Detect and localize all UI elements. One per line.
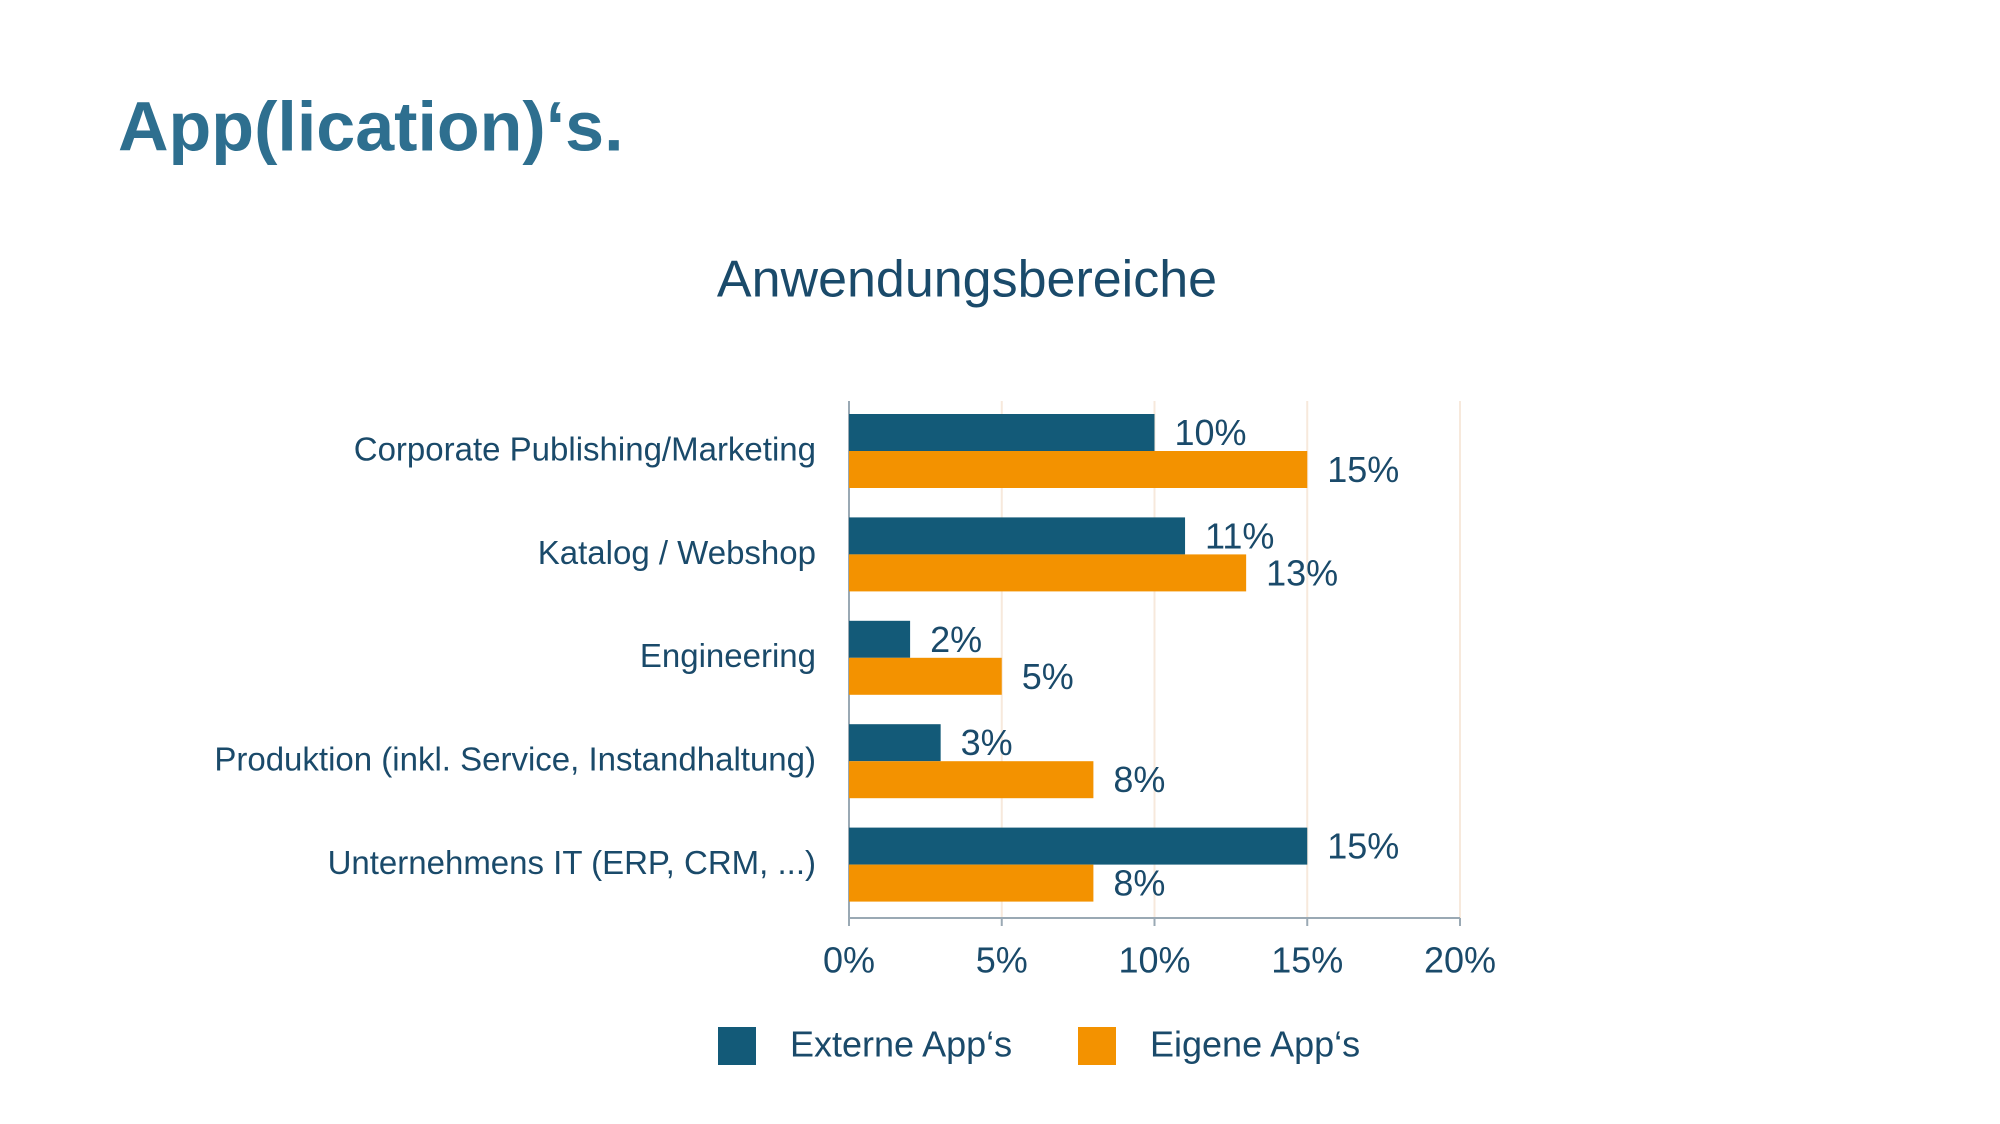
data-label: 8% — [1113, 863, 1165, 904]
data-label: 3% — [961, 722, 1013, 763]
data-label: 13% — [1266, 552, 1338, 593]
y-tick-label: Unternehmens IT (ERP, CRM, ...) — [328, 844, 816, 881]
data-label: 15% — [1327, 826, 1399, 867]
x-tick-label: 10% — [1118, 940, 1190, 981]
data-label: 10% — [1175, 412, 1247, 453]
legend-swatch — [718, 1027, 756, 1065]
y-tick-label: Engineering — [640, 637, 816, 674]
legend-label: Externe App‘s — [790, 1024, 1012, 1065]
legend-swatch — [1078, 1027, 1116, 1065]
bar — [849, 864, 1094, 902]
bar — [849, 517, 1186, 555]
legend-label: Eigene App‘s — [1150, 1024, 1360, 1065]
x-tick-label: 5% — [976, 940, 1028, 981]
bar — [849, 620, 911, 658]
data-label: 2% — [930, 619, 982, 660]
bar — [849, 451, 1308, 488]
y-tick-label: Produktion (inkl. Service, Instandhaltun… — [214, 741, 816, 778]
data-label: 15% — [1327, 449, 1399, 490]
bar — [849, 761, 1094, 799]
data-label: 11% — [1205, 515, 1274, 556]
bar — [849, 657, 1002, 695]
x-tick-label: 20% — [1424, 940, 1496, 981]
x-tick-label: 0% — [823, 940, 875, 981]
x-tick-label: 15% — [1271, 940, 1343, 981]
bar — [849, 554, 1247, 592]
slide-title: App(lication)‘s. — [118, 87, 624, 165]
y-tick-label: Corporate Publishing/Marketing — [354, 430, 816, 467]
bar — [849, 414, 1155, 451]
data-label: 8% — [1113, 759, 1165, 800]
bar — [849, 827, 1308, 865]
bar — [849, 724, 941, 762]
y-tick-label: Katalog / Webshop — [538, 534, 816, 571]
chart-title: Anwendungsbereiche — [717, 251, 1217, 309]
data-label: 5% — [1022, 656, 1074, 697]
